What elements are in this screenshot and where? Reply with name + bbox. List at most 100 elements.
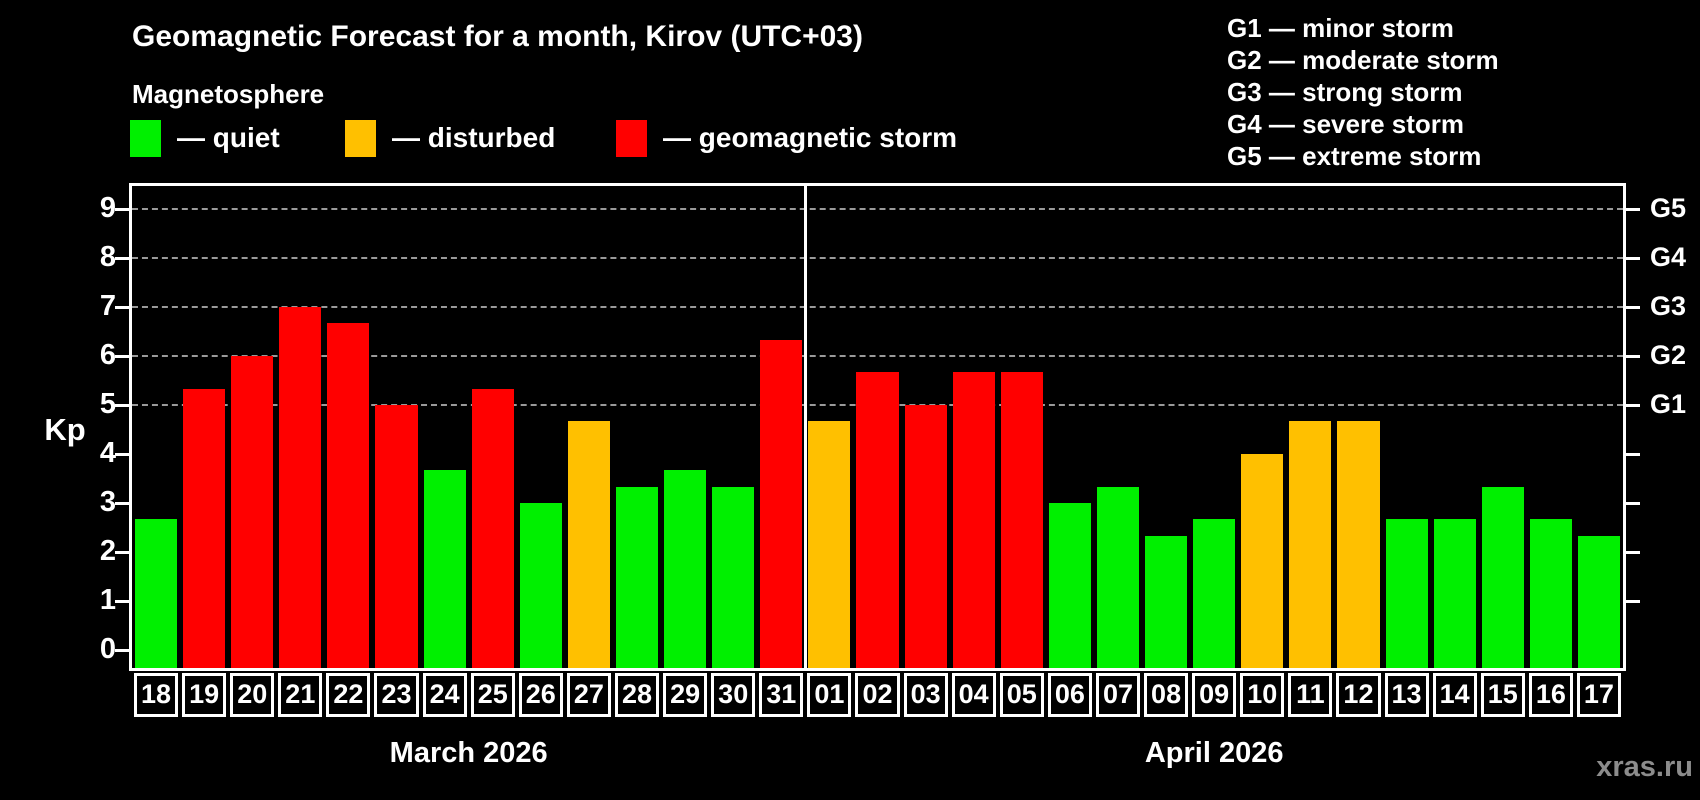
right-axis-tick-2 xyxy=(1626,551,1640,554)
watermark: xras.ru xyxy=(1596,751,1693,783)
right-axis-tick-5 xyxy=(1626,404,1640,407)
y-axis-title-kp: Kp xyxy=(44,412,86,447)
day-label-17: 17 xyxy=(1576,673,1621,717)
day-label-30: 30 xyxy=(711,673,756,717)
kp-bar-day-16 xyxy=(1529,519,1572,668)
g-scale-line-g2: G2 — moderate storm xyxy=(1227,45,1499,75)
day-axis: 18 19 20 21 22 23 24 25 26 27 28 29 30 31 01 02 03 04 05 06… xyxy=(132,673,1623,719)
kp-bar-day-27 xyxy=(567,421,610,668)
day-label-08: 08 xyxy=(1144,673,1189,717)
kp-bar-day-06 xyxy=(1048,503,1091,668)
kp-bar-day-26 xyxy=(519,503,562,668)
month-label-april: April 2026 xyxy=(1144,737,1284,769)
kp-bar-day-15 xyxy=(1481,486,1524,668)
left-axis-tick-8 xyxy=(115,257,129,260)
left-axis-tick-2 xyxy=(115,551,129,554)
day-label-31: 31 xyxy=(759,673,804,717)
kp-bar-day-04 xyxy=(952,372,995,668)
right-axis-tick-1 xyxy=(1626,600,1640,603)
y-axis-tick-label-1: 1 xyxy=(99,584,116,616)
left-axis-tick-0 xyxy=(115,649,129,652)
kp-bar-day-03 xyxy=(904,405,947,668)
kp-bar-day-08 xyxy=(1145,535,1188,668)
legend-label-storm: — geomagnetic storm xyxy=(663,122,958,153)
legend-label-quiet: — quiet xyxy=(177,122,280,153)
kp-bar-day-17 xyxy=(1577,535,1620,668)
g-axis-label-g1: G1 xyxy=(1650,389,1687,419)
disturbed-color-swatch xyxy=(345,119,376,157)
kp-bar-day-07 xyxy=(1096,486,1140,668)
kp-bar-day-20 xyxy=(231,356,274,668)
day-label-07: 07 xyxy=(1095,673,1141,717)
kp-bar-day-02 xyxy=(856,372,899,668)
kp-bar-day-25 xyxy=(471,388,514,668)
y-axis-tick-label-0: 0 xyxy=(99,633,116,665)
magnetosphere-label: Magnetosphere xyxy=(132,79,325,109)
right-axis-tick-3 xyxy=(1626,502,1640,505)
y-axis-tick-label-3: 3 xyxy=(99,486,116,518)
kp-bar-day-05 xyxy=(1000,372,1043,668)
kp-bar-day-09 xyxy=(1193,519,1236,668)
day-label-18: 18 xyxy=(134,673,179,717)
gridline-kp8 xyxy=(132,257,1623,259)
y-axis-tick-label-7: 7 xyxy=(99,290,116,322)
kp-bar-day-29 xyxy=(664,470,707,668)
day-label-01: 01 xyxy=(807,673,852,717)
day-label-09: 09 xyxy=(1192,673,1237,717)
left-axis-tick-7 xyxy=(115,306,129,309)
gridline-kp7 xyxy=(132,306,1623,308)
kp-bar-day-22 xyxy=(327,323,370,668)
day-label-23: 23 xyxy=(374,673,419,717)
right-axis-tick-8 xyxy=(1626,257,1640,260)
left-axis-tick-5 xyxy=(115,404,129,407)
left-axis-tick-4 xyxy=(115,453,129,456)
g-axis-label-g2: G2 xyxy=(1650,340,1687,370)
gridline-kp6 xyxy=(132,355,1623,357)
y-axis-tick-label-2: 2 xyxy=(99,535,116,567)
day-label-20: 20 xyxy=(230,673,275,717)
day-label-04: 04 xyxy=(951,673,996,717)
gridline-kp9 xyxy=(132,208,1623,210)
day-label-03: 03 xyxy=(903,673,948,717)
day-label-24: 24 xyxy=(422,673,467,717)
kp-bar-day-24 xyxy=(423,470,466,668)
chart-title: Geomagnetic Forecast for a month, Kirov … xyxy=(132,20,863,53)
day-label-05: 05 xyxy=(999,673,1044,717)
g-scale-line-g4: G4 — severe storm xyxy=(1227,109,1465,139)
g-scale-line-g3: G3 — strong storm xyxy=(1227,77,1463,107)
kp-bar-day-30 xyxy=(712,486,755,668)
g-axis-label-g4: G4 xyxy=(1650,242,1687,272)
kp-bar-day-31 xyxy=(760,339,803,668)
legend-item-quiet: — quiet xyxy=(130,119,280,157)
day-label-27: 27 xyxy=(566,673,611,717)
day-label-10: 10 xyxy=(1240,673,1285,717)
day-label-02: 02 xyxy=(855,673,900,717)
day-label-15: 15 xyxy=(1480,673,1525,717)
day-label-29: 29 xyxy=(663,673,708,717)
day-label-16: 16 xyxy=(1528,673,1573,717)
y-axis-tick-label-4: 4 xyxy=(99,437,116,469)
kp-bar-day-10 xyxy=(1241,454,1284,668)
kp-bar-day-28 xyxy=(615,486,659,668)
right-axis-tick-7 xyxy=(1626,306,1640,309)
day-label-26: 26 xyxy=(518,673,563,717)
left-axis-tick-9 xyxy=(115,208,129,211)
day-label-21: 21 xyxy=(278,673,323,717)
day-label-22: 22 xyxy=(326,673,371,717)
legend-item-storm: — geomagnetic storm xyxy=(616,119,957,157)
kp-bar-day-14 xyxy=(1433,519,1476,668)
day-label-14: 14 xyxy=(1432,673,1477,717)
left-axis-tick-1 xyxy=(115,600,129,603)
kp-bar-day-19 xyxy=(183,388,226,668)
day-label-19: 19 xyxy=(182,673,227,717)
kp-bar-day-12 xyxy=(1337,421,1380,668)
plot-area xyxy=(129,183,1626,671)
left-axis-tick-6 xyxy=(115,355,129,358)
g-axis-label-g3: G3 xyxy=(1650,291,1687,321)
g-scale-line-g1: G1 — minor storm xyxy=(1227,13,1454,43)
legend-label-disturbed: — disturbed xyxy=(392,122,556,153)
left-axis-tick-3 xyxy=(115,502,129,505)
month-label-march: March 2026 xyxy=(389,737,548,769)
day-label-06: 06 xyxy=(1047,673,1092,717)
day-label-11: 11 xyxy=(1288,673,1333,717)
